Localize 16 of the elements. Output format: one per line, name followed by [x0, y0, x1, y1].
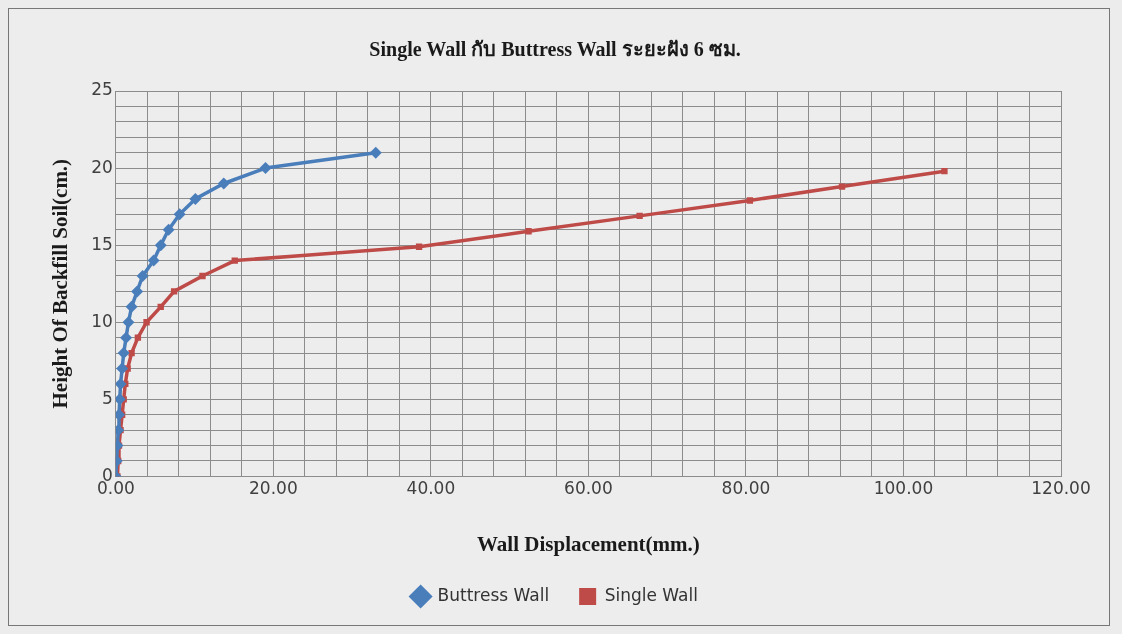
y-tick-label: 25	[91, 79, 113, 100]
y-axis-title: Height Of Backfill Soil(cm.)	[48, 158, 73, 409]
y-tick-label: 15	[91, 233, 113, 254]
chart-title: Single Wall กับ Buttress Wall ระยะฝัง 6 ซม.	[369, 38, 741, 62]
legend-label: Single Wall	[604, 584, 698, 605]
x-tick-label: 100.00	[873, 478, 934, 499]
x-tick-label: 40.00	[406, 478, 456, 499]
x-tick-label: 120.00	[1031, 478, 1091, 499]
legend-label: Buttress Wall	[437, 584, 550, 605]
y-tick-label: 10	[91, 310, 113, 331]
x-tick-label: 20.00	[249, 478, 298, 499]
x-axis-title: Wall Displacement(mm.)	[477, 531, 700, 556]
x-tick-label: 80.00	[721, 478, 771, 499]
x-tick-label: 60.00	[564, 478, 613, 499]
y-tick-label: 5	[102, 387, 113, 408]
y-tick-label: 20	[91, 156, 113, 177]
